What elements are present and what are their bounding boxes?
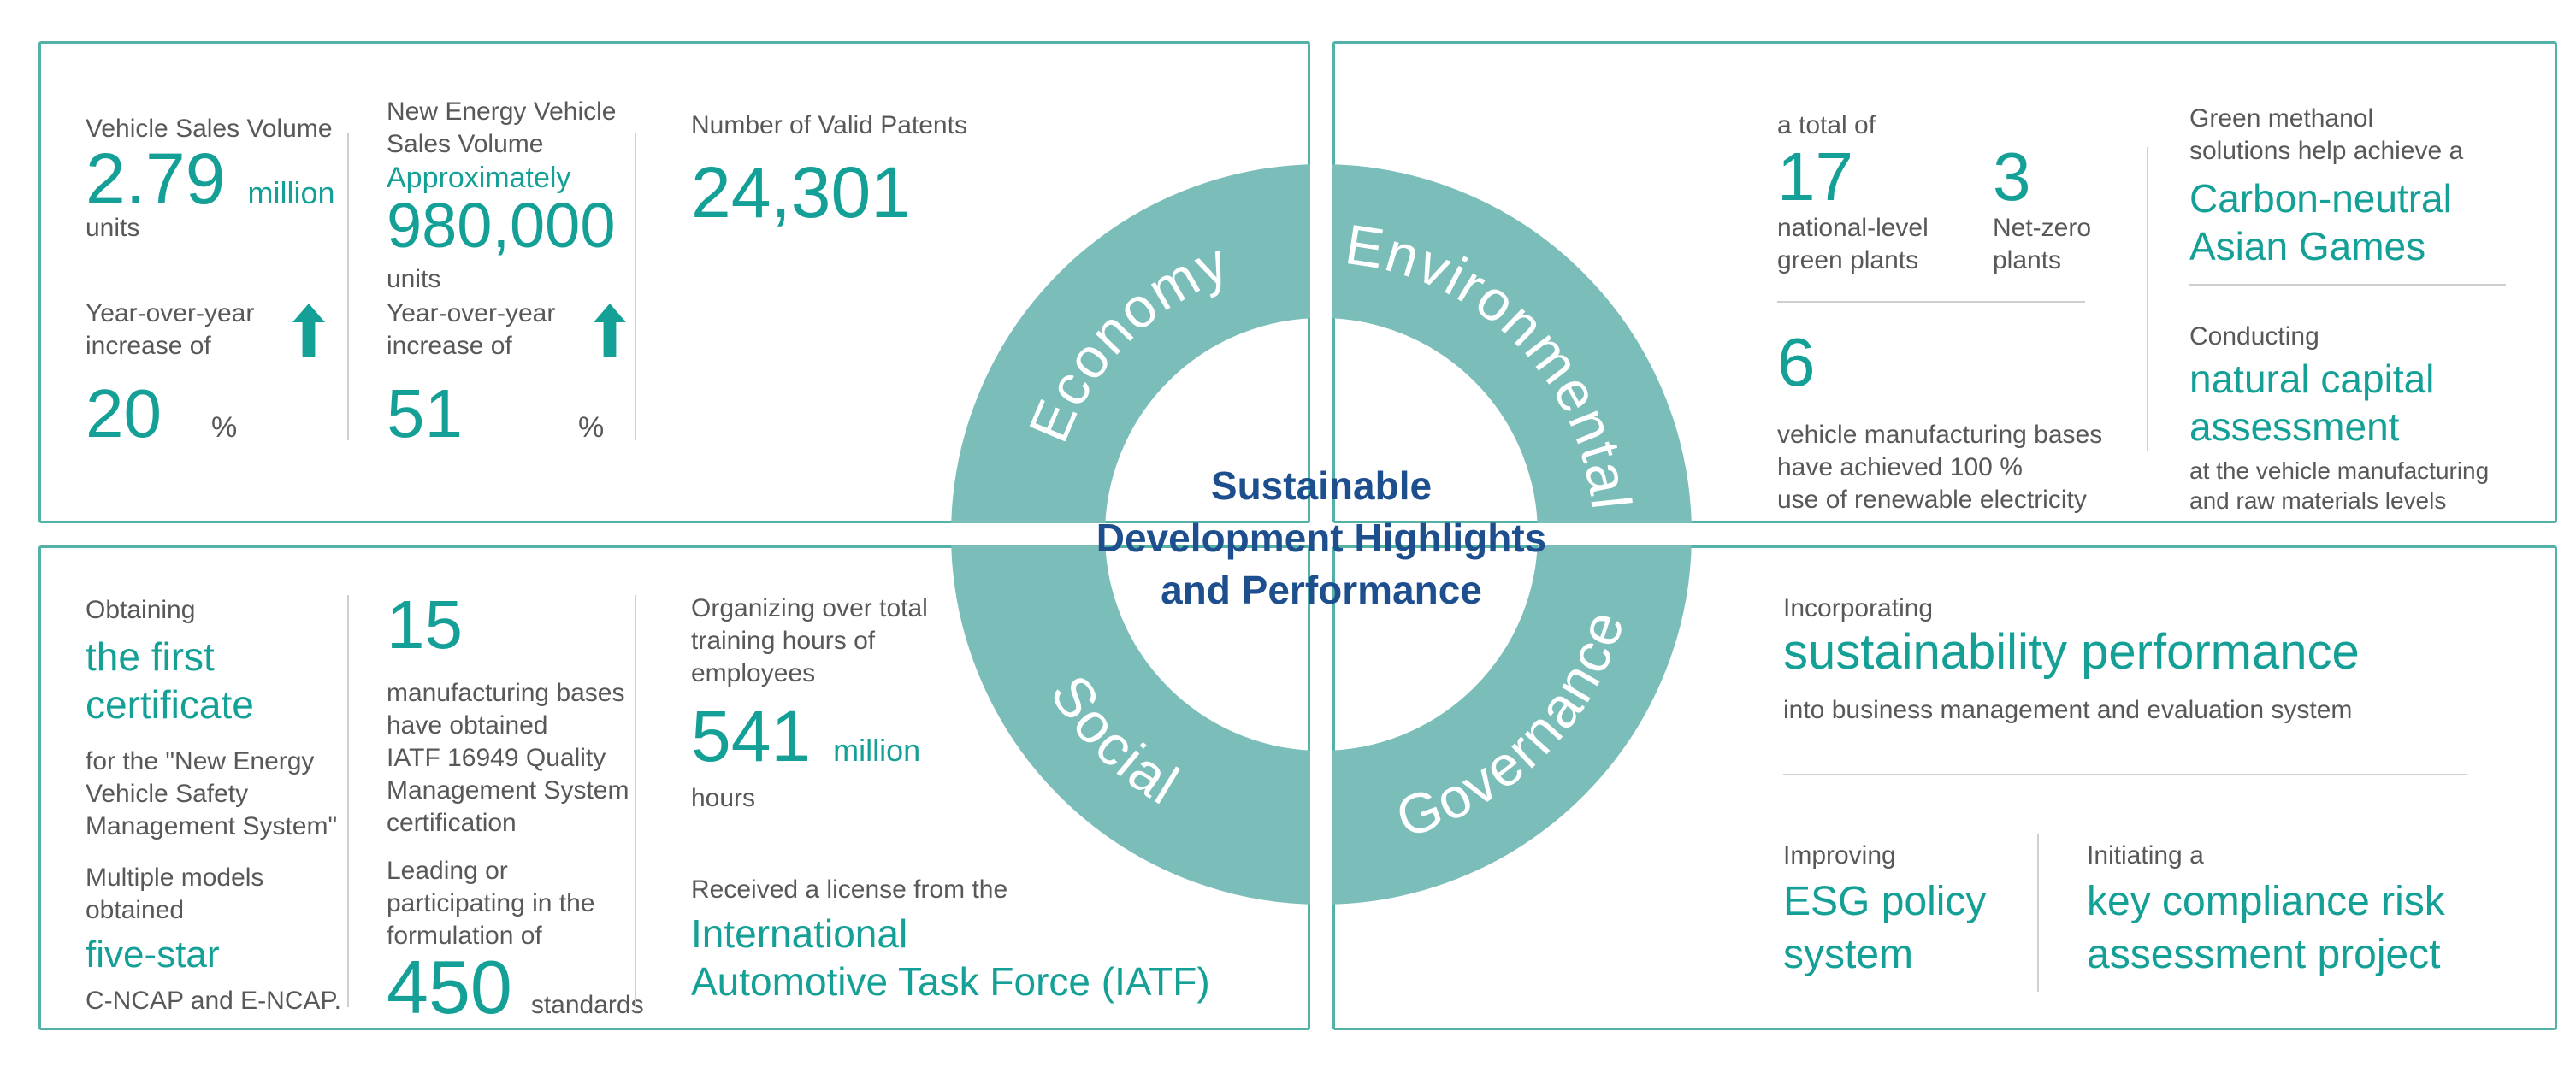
- environmental-divider-3: [2189, 284, 2506, 286]
- vehicle-sales-yoy-value-row: 20 %: [86, 375, 238, 451]
- nev-sales-value: 980,000: [387, 190, 616, 261]
- center-title: Sustainable Development Highlights and P…: [1096, 463, 1547, 612]
- vehicle-sales-value-unit: million: [247, 175, 335, 210]
- training-value-unit: million: [833, 733, 921, 768]
- certificate-note: for the "New Energy Vehicle Safety Manag…: [86, 747, 338, 840]
- standards-unit: standards: [530, 991, 644, 1019]
- net-zero-desc: Net-zero plants: [1993, 214, 2092, 274]
- certificate-intro: Obtaining: [86, 596, 196, 624]
- renewable-value: 6: [1777, 324, 1816, 400]
- iatf-bases-desc: manufacturing bases have obtained IATF 1…: [387, 679, 629, 837]
- training-label: Organizing over total training hours of …: [691, 594, 928, 687]
- standards-value: 450: [387, 945, 512, 1029]
- compliance-highlight: key compliance risk assessment project: [2087, 879, 2445, 977]
- standards-value-row: 450 standards: [387, 945, 644, 1029]
- governance-divider-2: [2037, 834, 2039, 992]
- economy-divider-2: [635, 133, 636, 440]
- vehicle-sales-yoy-label: Year-over-year increase of: [86, 299, 255, 360]
- environmental-divider-2: [2147, 147, 2148, 451]
- vehicle-sales-label: Vehicle Sales Volume: [86, 115, 333, 143]
- iatf-license-intro: Received a license from the: [691, 875, 1008, 904]
- nev-sales-label: New Energy Vehicle Sales Volume: [387, 97, 617, 158]
- asian-games-highlight: Carbon-neutral Asian Games: [2189, 176, 2452, 268]
- economy-divider-1: [347, 133, 349, 440]
- nev-sales-yoy-unit: %: [577, 411, 605, 444]
- nev-sales-yoy-value: 51: [387, 375, 463, 451]
- green-plants-value: 17: [1777, 139, 1853, 215]
- nev-sales-yoy-value-row: 51 %: [387, 375, 605, 451]
- governance-divider-1: [1783, 774, 2467, 775]
- sustainability-intro: Incorporating: [1783, 594, 1934, 622]
- certificate-highlight: the first certificate: [86, 634, 254, 727]
- five-star-note: C-NCAP and E-NCAP.: [86, 987, 342, 1015]
- patents-label: Number of Valid Patents: [691, 111, 967, 139]
- esg-policy-intro: Improving: [1783, 841, 1896, 870]
- patents-value: 24,301: [691, 152, 911, 233]
- training-value-row: 541 million: [691, 696, 921, 776]
- sustainability-note: into business management and evaluation …: [1783, 696, 2353, 724]
- natural-capital-note: at the vehicle manufacturing and raw mat…: [2189, 457, 2490, 514]
- renewable-desc: vehicle manufacturing bases have achieve…: [1777, 421, 2103, 514]
- natural-capital-highlight: natural capital assessment: [2189, 357, 2435, 449]
- nev-sales-unit: units: [387, 265, 441, 293]
- vehicle-sales-yoy: Year-over-year increase of: [86, 298, 325, 363]
- sustainability-highlight: sustainability performance: [1783, 624, 2360, 680]
- nev-sales-qualifier: Approximately: [387, 162, 571, 194]
- yoy-increase-arrow-icon: [292, 304, 325, 357]
- five-star-intro: Multiple models obtained: [86, 864, 264, 924]
- green-plants-label: a total of: [1777, 111, 1876, 139]
- net-zero-value: 3: [1993, 139, 2031, 215]
- vehicle-sales-yoy-unit: %: [210, 411, 238, 444]
- natural-capital-intro: Conducting: [2189, 322, 2319, 351]
- vehicle-sales-yoy-value: 20: [86, 375, 162, 451]
- iatf-bases-value: 15: [387, 587, 463, 663]
- social-divider-1: [347, 595, 349, 1007]
- social-divider-2: [635, 595, 636, 1007]
- iatf-license-highlight: International Automotive Task Force (IAT…: [691, 911, 1210, 1004]
- nev-sales-yoy-label: Year-over-year increase of: [387, 299, 556, 360]
- training-value: 541: [691, 696, 812, 776]
- standards-intro: Leading or participating in the formulat…: [387, 857, 595, 950]
- vehicle-sales-value-row: 2.79 million: [86, 139, 335, 219]
- environmental-divider-1: [1777, 301, 2085, 303]
- esg-ring-diagram: Economy Environmental Social Governance: [949, 162, 1693, 906]
- esg-policy-highlight: ESG policy system: [1783, 879, 1987, 977]
- yoy-increase-arrow-icon: [594, 304, 626, 357]
- vehicle-sales-value: 2.79: [86, 139, 226, 219]
- training-unit: hours: [691, 784, 756, 812]
- five-star-highlight: five-star: [86, 934, 220, 976]
- ring-gap-vertical: [1310, 162, 1332, 906]
- nev-sales-yoy: Year-over-year increase of: [387, 298, 626, 363]
- asian-games-intro: Green methanol solutions help achieve a: [2189, 104, 2464, 165]
- vehicle-sales-unit: units: [86, 214, 140, 242]
- compliance-intro: Initiating a: [2087, 841, 2204, 870]
- green-plants-desc: national-level green plants: [1777, 214, 1929, 274]
